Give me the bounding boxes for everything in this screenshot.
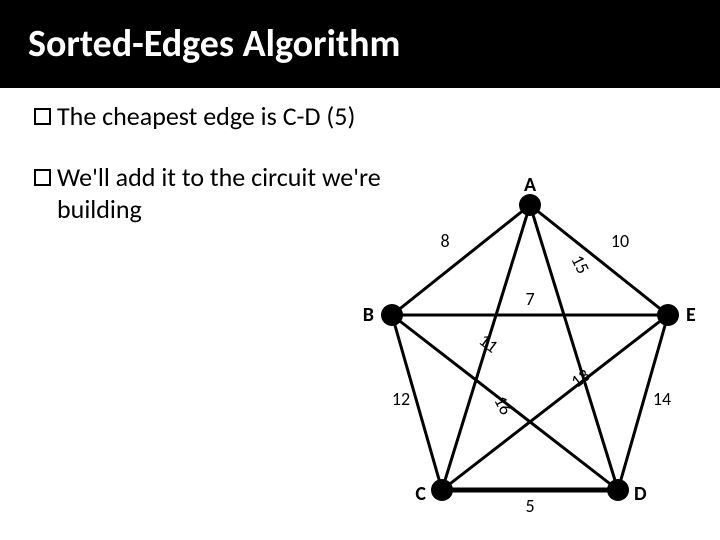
node-D	[607, 479, 629, 501]
edge-weight-A-D: 16	[489, 392, 517, 418]
bullet-marker-icon	[34, 108, 51, 125]
node-label-B: B	[363, 303, 374, 327]
node-label-E: E	[686, 303, 696, 327]
edge-weight-A-E: 10	[611, 230, 629, 252]
edge-A-D	[530, 205, 618, 490]
slide-title: Sorted-Edges Algorithm	[28, 21, 400, 67]
node-label-D: D	[634, 482, 647, 506]
graph-diagram: 81071511131214165 ABECD	[360, 180, 700, 540]
node-labels-layer: A B E C D	[363, 173, 696, 506]
node-B	[381, 304, 403, 326]
edge-weight-B-E: 7	[525, 288, 534, 310]
node-E	[657, 304, 679, 326]
bullet-item: The cheapest edge is C-D (5)	[34, 100, 700, 133]
slide-content: The cheapest edge is C-D (5) We'll add i…	[34, 100, 700, 540]
node-A	[519, 194, 541, 216]
edge-weight-A-B: 8	[440, 230, 449, 252]
bullet-text: We'll add it to the circuit we're buildi…	[57, 161, 397, 226]
title-bar: Sorted-Edges Algorithm	[0, 0, 720, 88]
node-C	[431, 479, 453, 501]
edge-A-E	[530, 205, 668, 315]
nodes-layer	[381, 194, 679, 501]
edge-weight-E-D: 14	[653, 388, 671, 410]
edge-weight-C-D: 5	[525, 495, 534, 517]
edge-A-B	[392, 205, 530, 315]
graph-svg: 81071511131214165 ABECD	[360, 180, 700, 540]
edge-labels-layer: 8 10 7 15 11 13 12 14 16 5	[392, 230, 671, 517]
bullet-text: The cheapest edge is C-D (5)	[57, 100, 355, 133]
edge-weight-B-D: 11	[475, 329, 503, 358]
edge-weight-B-C: 12	[392, 388, 410, 410]
edge-weight-A-C: 15	[566, 251, 594, 277]
edge-E-C	[442, 315, 668, 490]
node-label-A: A	[524, 173, 537, 197]
node-label-C: C	[415, 482, 426, 506]
bullet-marker-icon	[34, 169, 51, 186]
edge-weight-E-C: 13	[566, 364, 594, 393]
